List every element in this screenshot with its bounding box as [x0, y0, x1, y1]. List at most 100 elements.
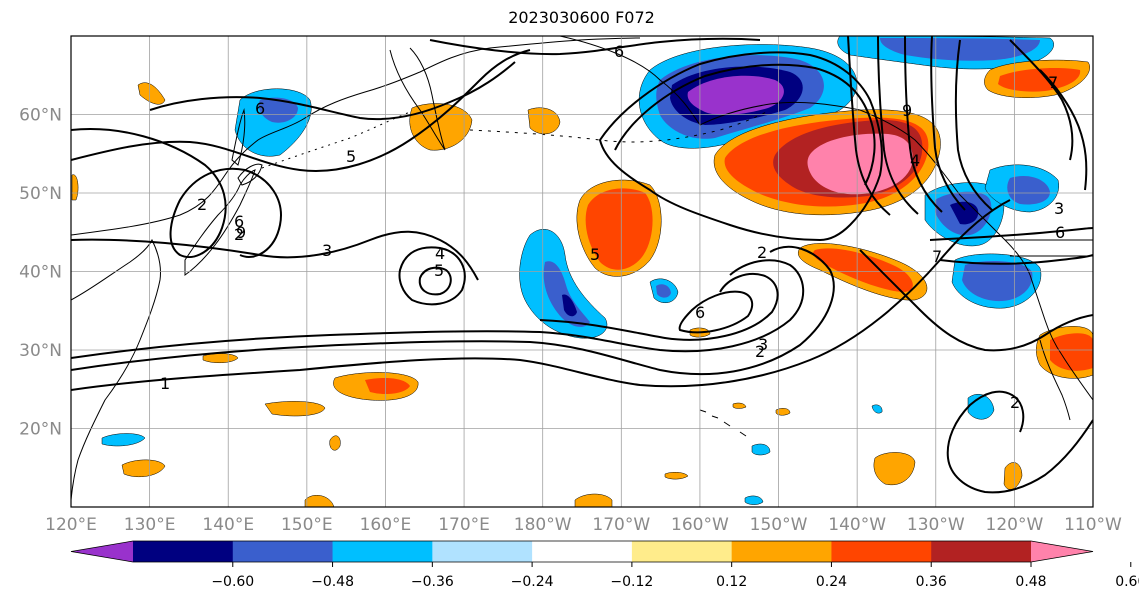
colorbar-tick-label: 0.36 — [916, 574, 947, 590]
contour-label: 4 — [910, 151, 920, 170]
shade-negative — [543, 261, 590, 327]
shade-negative — [950, 201, 979, 225]
coast-na-west — [1029, 274, 1093, 401]
lon-tick-label: 160°W — [671, 515, 729, 535]
shade-positive — [365, 378, 410, 394]
contour-label: 1 — [160, 374, 170, 393]
contour-label: 3 — [1054, 199, 1064, 218]
shade-negative — [562, 294, 577, 317]
shade-positive — [732, 402, 747, 409]
contour-label: 4 — [435, 244, 445, 263]
shading-layer — [71, 36, 1093, 507]
contour-label: 3 — [322, 241, 332, 260]
coast-aleutian — [469, 109, 771, 143]
shade-positive — [71, 174, 79, 201]
contour-stripe-4 — [930, 36, 966, 211]
coastlines — [71, 36, 1093, 501]
contour-label: 2 — [755, 342, 765, 361]
contour-label: 7 — [1048, 73, 1058, 92]
contour-5-center — [418, 266, 452, 296]
contour-3-lower — [71, 259, 805, 359]
colorbar-segment — [731, 541, 832, 562]
contour-label: 5 — [346, 147, 356, 166]
contour-label: 9 — [902, 101, 912, 120]
shade-positive — [1050, 333, 1093, 371]
colorbar-tick-labels: −0.60 −0.48 −0.36 −0.24 −0.12 0.12 0.24 0.36 0.4… — [211, 562, 1139, 590]
contour-stripe-1 — [847, 36, 891, 216]
shade-positive — [873, 452, 916, 486]
coast-hawaii — [699, 409, 747, 437]
lon-tick-label: 120°E — [45, 515, 97, 535]
shade-negative — [656, 284, 671, 298]
contour-stripe-2 — [877, 36, 919, 215]
contour-3-west — [71, 230, 479, 281]
lat-tick-label: 20°N — [19, 420, 62, 440]
coast-korea-china — [71, 238, 161, 501]
colorbar-tick-label: −0.48 — [311, 574, 354, 590]
shade-positive — [202, 353, 239, 363]
contour-labels: 1 2 2 2 2 2 3 3 3 4 4 5 5 5 6 6 6 6 6 7 … — [160, 42, 1065, 412]
border-us-canada — [1005, 239, 1093, 257]
colorbar-segment — [532, 541, 633, 562]
contour-4-center — [398, 246, 466, 306]
shade-positive — [585, 188, 653, 270]
map-frame — [70, 35, 1094, 508]
contour-label: 2 — [234, 225, 244, 244]
colorbar-tick-label: −0.60 — [211, 574, 254, 590]
colorbar-segment — [931, 541, 1032, 562]
shade-positive — [329, 435, 341, 451]
lon-tick-label: 110°W — [1064, 515, 1122, 535]
contour-big-a — [598, 51, 883, 242]
lon-tick-label: 180°W — [514, 515, 572, 535]
contour-stripe-3 — [904, 36, 943, 213]
contour-label: 2 — [1010, 393, 1020, 412]
shade-negative — [880, 38, 1040, 61]
colorbar-segment — [631, 541, 733, 562]
colorbar-segment — [432, 541, 533, 562]
shade-positive — [574, 493, 613, 507]
colorbar-segment — [831, 541, 932, 562]
gridlines — [71, 36, 1093, 507]
colorbar-segment — [71, 541, 133, 562]
contour-4-lower — [539, 273, 779, 341]
lon-tick-label: 160°E — [360, 515, 412, 535]
contour-label: 7 — [932, 247, 942, 266]
contour-6-top — [429, 37, 761, 56]
colorbar-tick-label: 0.60 — [1115, 574, 1139, 590]
contour-label: 6 — [234, 212, 244, 231]
longitude-axis: 120°E 130°E 140°E 150°E 160°E 170°E 180°W 170°W… — [45, 515, 1122, 535]
colorbar-tick-label: −0.12 — [610, 574, 653, 590]
lon-tick-label: 140°W — [828, 515, 886, 535]
map-area: 1 2 2 2 2 2 3 3 3 4 4 5 5 5 6 6 6 6 6 7 … — [71, 36, 1093, 507]
contour-label: 6 — [614, 42, 624, 61]
contour-2-lower — [71, 245, 835, 376]
lon-tick-label: 170°W — [592, 515, 650, 535]
contour-big-b — [614, 63, 876, 186]
contour-5-north — [71, 49, 531, 172]
colorbar-tick-label: 0.12 — [716, 574, 747, 590]
lon-tick-label: 120°W — [986, 515, 1044, 535]
shade-positive — [121, 459, 166, 477]
contour-label: 2 — [197, 195, 207, 214]
colorbar — [70, 540, 1094, 563]
shade-negative — [962, 260, 1033, 302]
lon-tick-label: 130°E — [124, 515, 176, 535]
colorbar-tick-label: 0.48 — [1015, 574, 1046, 590]
coast-kuril — [261, 111, 411, 169]
colorbar-tick-label: −0.36 — [411, 574, 454, 590]
contour-east-1 — [1039, 69, 1088, 191]
lat-tick-label: 30°N — [19, 341, 62, 361]
contour-right-7 — [939, 254, 1093, 265]
colorbar-outline — [70, 540, 1094, 563]
shade-positive — [807, 133, 913, 195]
contour-stripe-5 — [954, 39, 993, 211]
shade-positive — [1003, 462, 1023, 490]
shade-negative — [751, 443, 771, 456]
colorbar-segment — [1031, 541, 1093, 562]
contour-label: 5 — [590, 245, 600, 264]
contour-2-west — [71, 128, 282, 258]
contour-label: 3 — [758, 335, 768, 354]
lat-tick-label: 40°N — [19, 263, 62, 283]
contour-lines — [71, 36, 1093, 494]
shade-negative — [871, 404, 883, 414]
